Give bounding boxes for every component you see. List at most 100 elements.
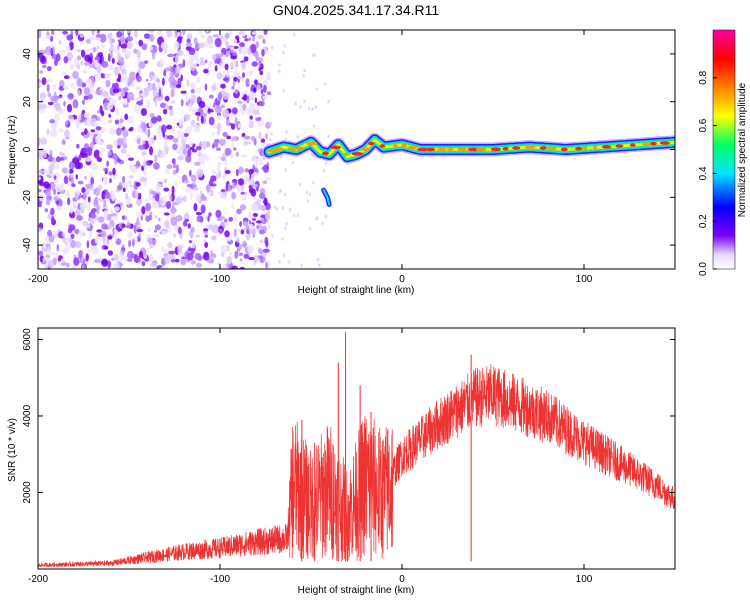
noise-blotch: [230, 55, 238, 60]
noise-blotch: [114, 233, 118, 241]
noise-blotch: [101, 60, 109, 68]
noise-blotch: [46, 66, 52, 72]
noise-blotch: [135, 97, 142, 101]
noise-blotch: [204, 83, 208, 91]
noise-blotch: [248, 70, 254, 77]
noise-blotch: [241, 30, 246, 37]
noise-blotch: [154, 154, 157, 163]
noise-blotch: [237, 76, 242, 80]
noise-blotch: [107, 260, 112, 269]
noise-blotch: [38, 202, 42, 208]
noise-blotch: [220, 251, 225, 257]
noise-blotch: [256, 84, 261, 91]
noise-blotch: [101, 190, 106, 200]
ridge-hotspot: [392, 143, 398, 148]
y-tick-label: 6000: [22, 328, 33, 351]
noise-blotch: [171, 185, 175, 194]
ridge-hotspot: [351, 152, 364, 156]
noise-blotch: [220, 52, 224, 57]
noise-blotch: [308, 226, 312, 231]
noise-blotch: [278, 259, 281, 264]
noise-blotch: [103, 199, 107, 208]
noise-blotch: [101, 90, 109, 98]
noise-blotch: [102, 176, 109, 183]
noise-blotch: [55, 200, 60, 205]
ridge-hotspot: [401, 143, 407, 148]
noise-blotch: [67, 92, 74, 100]
noise-blotch: [196, 115, 200, 122]
noise-blotch: [71, 183, 76, 188]
noise-blotch: [118, 40, 122, 47]
noise-blotch: [84, 156, 92, 162]
noise-blotch: [108, 119, 113, 124]
noise-blotch: [76, 189, 81, 196]
noise-blotch: [282, 50, 285, 55]
noise-blotch: [148, 253, 154, 263]
y-tick-label: 0: [22, 146, 33, 152]
noise-blotch: [222, 109, 230, 119]
noise-blotch: [39, 82, 42, 87]
noise-blotch: [195, 111, 201, 116]
noise-blotch: [255, 160, 259, 168]
noise-blotch: [216, 72, 223, 80]
noise-blotch: [224, 169, 231, 175]
noise-blotch: [187, 33, 193, 39]
noise-blotch: [128, 239, 132, 248]
noise-blotch: [167, 242, 173, 249]
noise-blotch: [104, 73, 108, 78]
noise-blotch: [206, 184, 210, 193]
noise-blotch: [318, 263, 321, 268]
noise-blotch: [113, 229, 118, 235]
noise-blotch: [172, 137, 179, 143]
noise-blotch: [83, 87, 91, 96]
noise-blotch: [107, 250, 114, 256]
noise-blotch: [143, 159, 147, 169]
noise-blotch: [154, 215, 158, 219]
noise-blotch: [73, 257, 80, 266]
ridge-hotspot: [615, 144, 624, 148]
noise-blotch: [68, 224, 76, 231]
noise-blotch: [69, 206, 73, 214]
noise-blotch: [250, 90, 256, 99]
noise-blotch: [92, 46, 97, 53]
noise-blotch: [91, 162, 99, 171]
noise-blotch: [205, 30, 209, 33]
noise-blotch: [189, 169, 192, 177]
noise-blotch: [42, 260, 47, 264]
noise-blotch: [44, 235, 50, 242]
noise-blotch: [107, 64, 115, 70]
noise-blotch: [323, 82, 327, 86]
noise-blotch: [136, 228, 144, 233]
noise-blotch: [278, 190, 281, 194]
noise-blotch: [82, 221, 89, 226]
noise-blotch: [96, 229, 103, 233]
noise-blotch: [182, 30, 186, 36]
noise-blotch: [136, 138, 141, 145]
noise-blotch: [41, 77, 47, 85]
noise-blotch: [109, 36, 113, 45]
noise-blotch: [187, 59, 194, 66]
noise-blotch: [122, 187, 126, 193]
x-tick-label: 0: [399, 274, 405, 285]
noise-blotch: [293, 32, 296, 37]
noise-blotch: [256, 186, 259, 192]
noise-blotch: [97, 216, 105, 223]
noise-blotch: [106, 102, 114, 110]
noise-blotch: [211, 132, 216, 136]
noise-blotch: [55, 252, 59, 260]
noise-blotch: [158, 149, 162, 156]
noise-blotch: [119, 118, 124, 124]
noise-blotch: [180, 99, 184, 107]
noise-blotch: [122, 215, 125, 220]
noise-blotch: [51, 96, 59, 103]
noise-blotch: [122, 175, 126, 184]
noise-blotch: [252, 254, 259, 263]
noise-blotch: [264, 236, 269, 245]
noise-blotch: [190, 227, 195, 233]
noise-blotch: [259, 155, 264, 163]
noise-blotch: [151, 116, 158, 124]
noise-blotch: [166, 169, 171, 174]
noise-blotch: [48, 235, 55, 243]
noise-blotch: [212, 124, 218, 129]
noise-blotch: [86, 240, 90, 249]
